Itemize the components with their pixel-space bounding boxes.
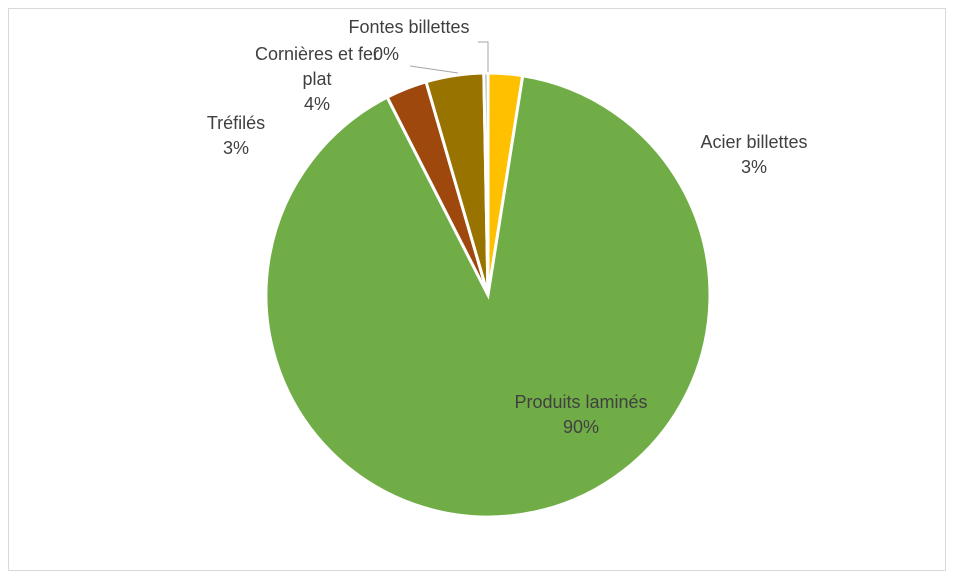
data-label-trefiles: Tréfilés 3% xyxy=(207,113,265,158)
data-label-produits-lamines: Produits laminés 90% xyxy=(514,392,647,437)
data-label-cornieres-et-fer-plat: Cornières et fer plat 4% xyxy=(255,44,379,114)
leader-line-cornieres-et-fer-plat xyxy=(409,65,459,74)
pie-slice-fontes-billettes xyxy=(482,71,490,296)
leader-line-fontes-billettes xyxy=(478,41,489,72)
data-label-fontes-billettes: Fontes billettes xyxy=(348,17,469,37)
data-label-acier-billettes: Acier billettes 3% xyxy=(700,132,807,177)
data-label-percent-fontes-billettes: 0% xyxy=(373,44,399,64)
pie-slice-produits-lamines xyxy=(264,74,712,519)
